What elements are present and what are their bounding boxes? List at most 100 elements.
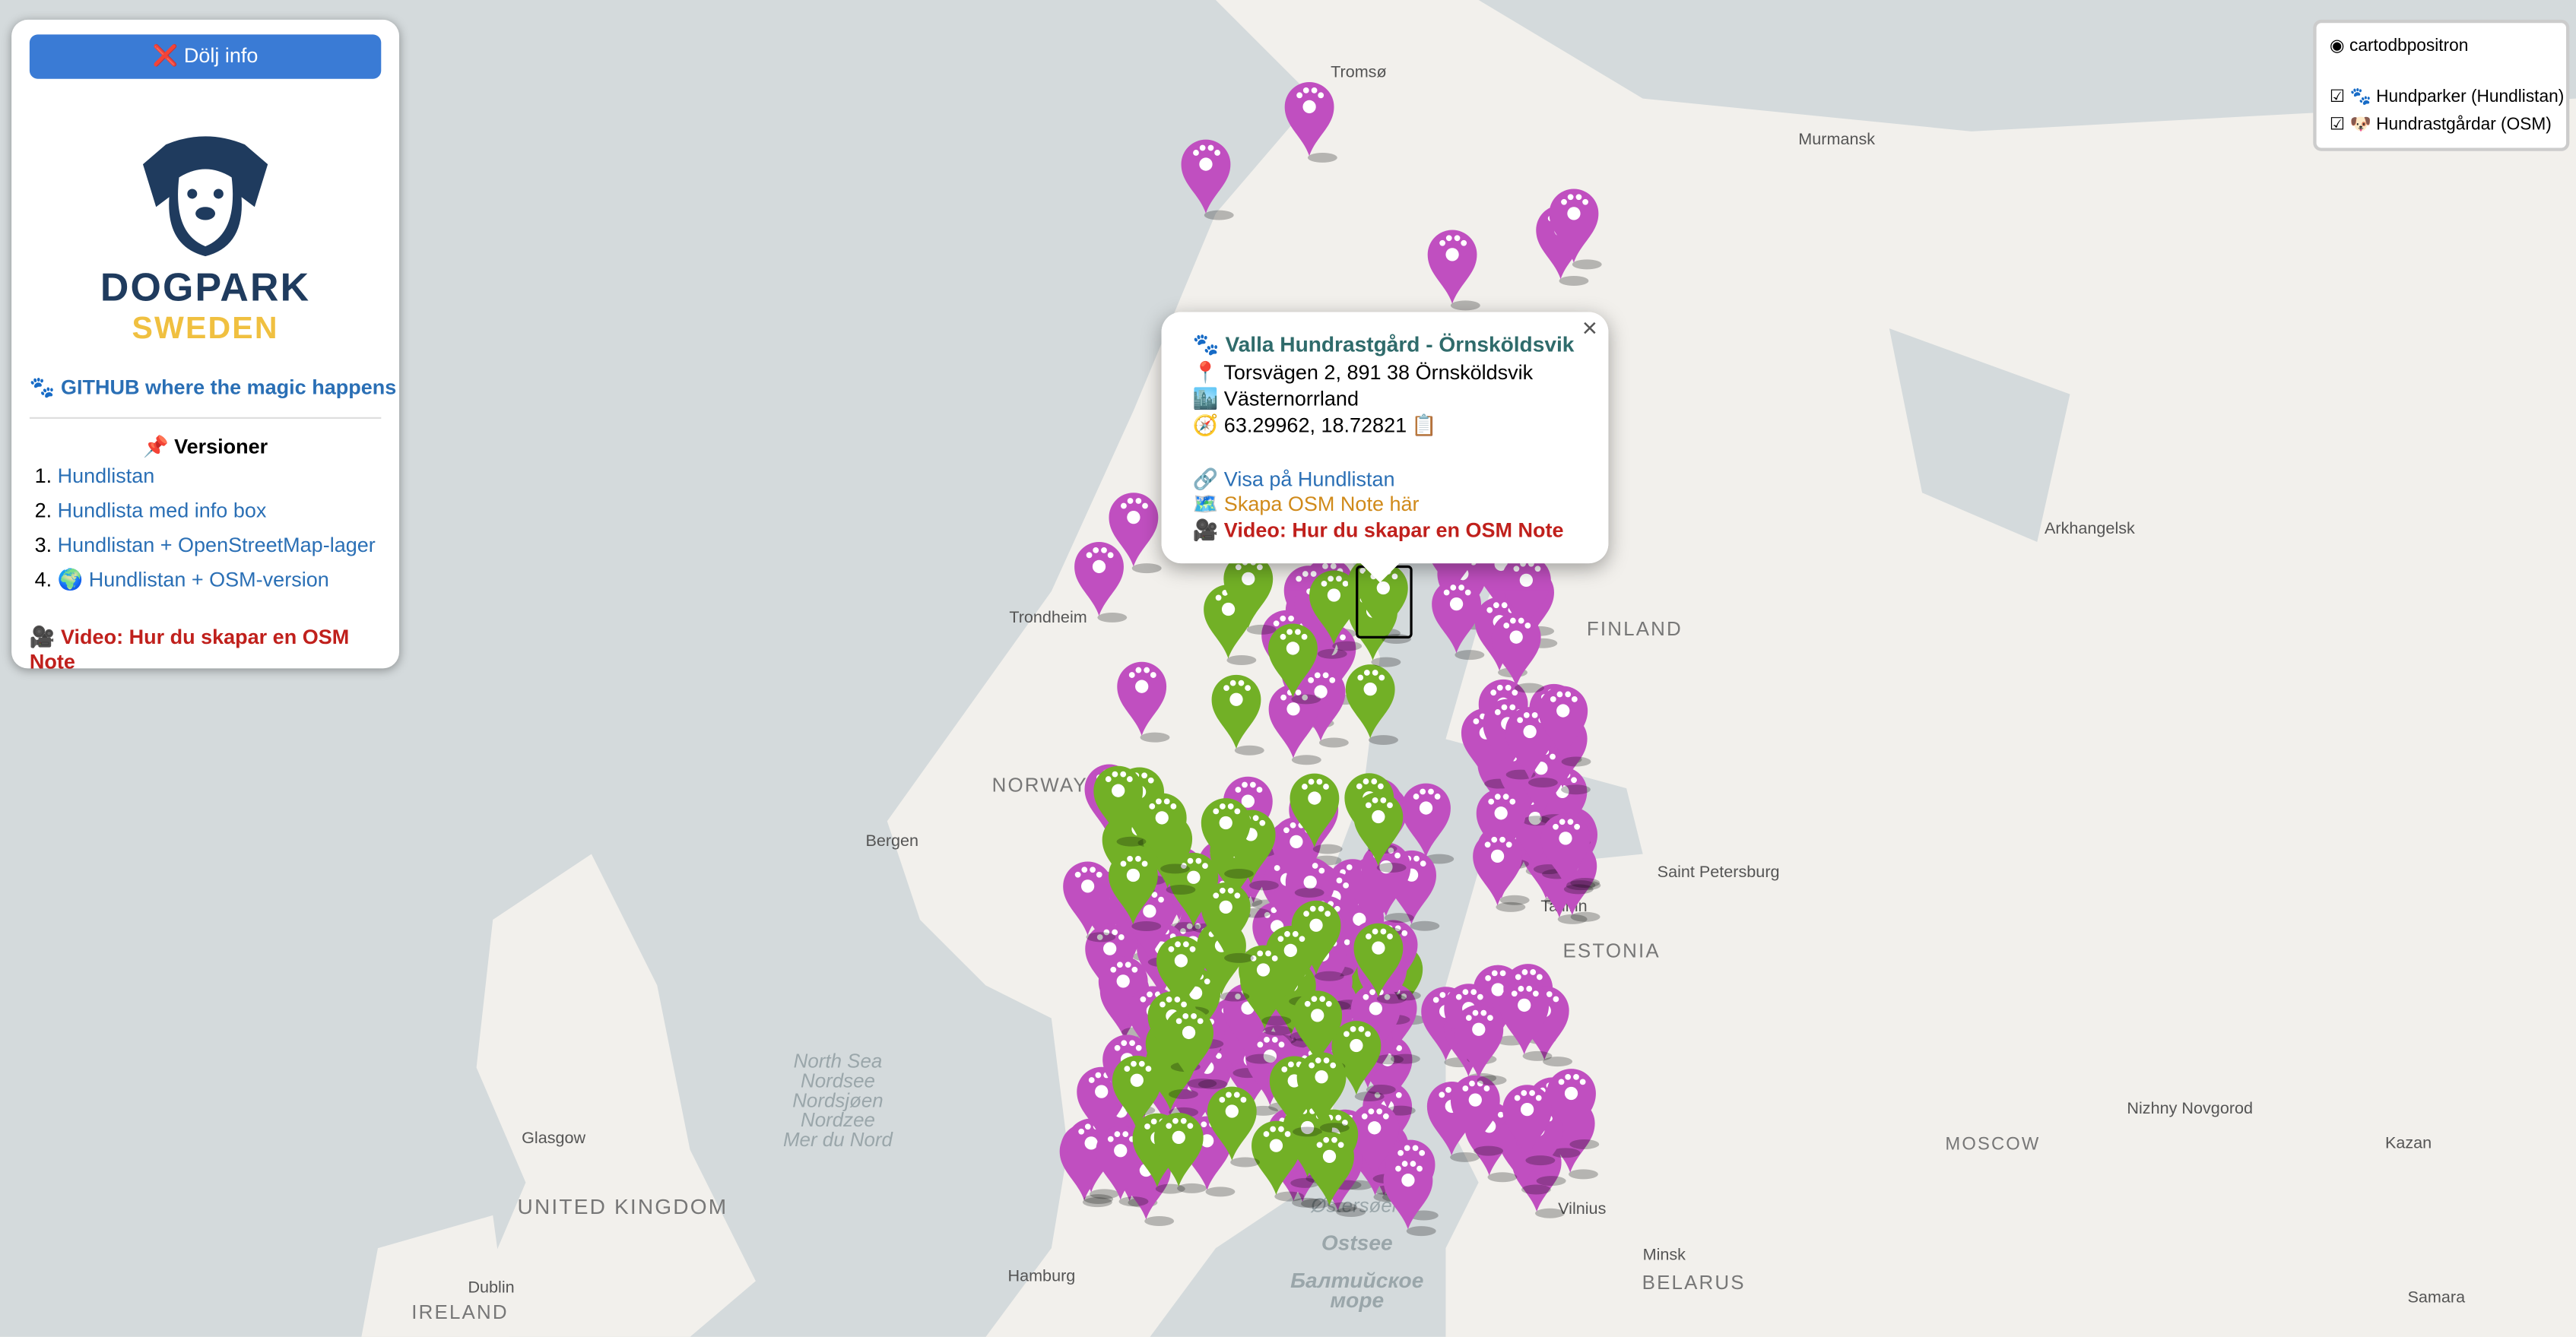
marker[interactable]	[1491, 612, 1544, 693]
popup-title: 🐾 Valla Hundrastgård - Örnsköldsvik	[1192, 331, 1575, 356]
marker[interactable]	[1252, 1120, 1305, 1202]
overlay-option[interactable]: ☑ 🐶 Hundrastgårdar (OSM)	[2329, 115, 2552, 135]
map-label: North Sea Nordsee Nordsjøen Nordzee Mer du N…	[783, 1050, 894, 1151]
version-link[interactable]: 🌍 Hundlistan + OSM-version	[57, 568, 329, 591]
version-link[interactable]: Hundlistan + OpenStreetMap-lager	[57, 534, 376, 557]
marker[interactable]	[1211, 674, 1264, 756]
logo-dog	[142, 136, 268, 257]
version-link[interactable]: Hundlistan	[57, 464, 155, 488]
marker[interactable]	[1268, 623, 1321, 705]
version-item: Hundlistan	[58, 460, 376, 494]
map-label: NORWAY	[992, 775, 1088, 796]
osm-note-link[interactable]: 🗺️ Skapa OSM Note här	[1192, 493, 1420, 516]
map-label: FINLAND	[1587, 619, 1683, 640]
version-link[interactable]: Hundlista med info box	[57, 499, 267, 523]
map-label: Kazan	[2385, 1133, 2432, 1152]
marker[interactable]	[1181, 139, 1234, 220]
marker[interactable]	[1353, 792, 1407, 873]
map-label: BELARUS	[1642, 1272, 1746, 1294]
popup-address: 📍 Torsvägen 2, 891 38 Örnsköldsvik	[1192, 361, 1534, 385]
base-layer-label: cartodbpositron	[2349, 36, 2469, 56]
popup-coordinates: 🧭 63.29962, 18.72821	[1192, 413, 1407, 437]
marker[interactable]	[1201, 798, 1254, 879]
hundlistan-link[interactable]: 🔗 Visa på Hundlistan	[1192, 467, 1395, 492]
sea	[1889, 328, 2070, 543]
map-label: Glasgow	[522, 1128, 585, 1147]
marker[interactable]	[1291, 900, 1344, 981]
marker[interactable]	[1153, 1112, 1207, 1193]
map-label: Балтийское море	[1290, 1269, 1423, 1312]
marker[interactable]	[1096, 1126, 1149, 1207]
marker[interactable]	[1109, 851, 1162, 931]
info-panel: ❌ Dölj info DOGPARK SWEDEN 🐾 GITHUB wher…	[11, 19, 400, 673]
marker[interactable]	[1305, 1131, 1358, 1212]
base-layer-option[interactable]: ◉ cartodbpositron	[2329, 36, 2469, 56]
version-item: 🌍 Hundlistan + OSM-version	[58, 563, 376, 597]
marker[interactable]	[1353, 923, 1407, 1004]
github-link[interactable]: 🐾 GITHUB where the magic happens	[29, 375, 397, 400]
copy-button[interactable]: 📋	[1411, 413, 1437, 437]
map-label: ESTONIA	[1562, 941, 1660, 962]
map-label: Dublin	[468, 1277, 514, 1296]
marker[interactable]	[1432, 579, 1485, 661]
close-button[interactable]: ×	[1581, 315, 1597, 344]
marker[interactable]	[1331, 1021, 1385, 1101]
marker[interactable]	[1473, 831, 1526, 912]
map-label: Minsk	[1643, 1244, 1686, 1263]
video-link[interactable]: 🎥 Video: Hur du skapar en OSM Note	[29, 626, 350, 673]
map-label: Saint Petersburg	[1658, 862, 1780, 881]
marker[interactable]	[1547, 1069, 1600, 1149]
marker[interactable]	[1345, 664, 1398, 746]
marker[interactable]	[1383, 1155, 1436, 1237]
logo-text: SWEDEN	[132, 312, 279, 347]
marker[interactable]	[1223, 553, 1277, 635]
marker[interactable]	[1290, 773, 1343, 854]
marker[interactable]	[1268, 684, 1321, 765]
marker[interactable]	[1454, 1004, 1507, 1085]
markers	[1059, 82, 1602, 1237]
map-label: UNITED KINGDOM	[518, 1195, 728, 1218]
toggle-button[interactable]: ❌ Dölj info	[29, 34, 382, 79]
versions-list: Hundlistan Hundlista med info box Hundli…	[0, 460, 376, 597]
overlay-label: 🐶 Hundrastgårdar (OSM)	[2349, 115, 2552, 135]
marker[interactable]	[1540, 813, 1594, 895]
marker[interactable]	[1309, 570, 1363, 651]
marker[interactable]	[1549, 189, 1602, 270]
marker[interactable]	[1296, 1052, 1350, 1133]
marker[interactable]	[1093, 765, 1147, 847]
marker[interactable]	[1074, 542, 1128, 623]
marker[interactable]	[1063, 861, 1116, 943]
marker[interactable]	[1201, 882, 1254, 963]
marker[interactable]	[1239, 945, 1292, 1026]
marker[interactable]	[1109, 493, 1162, 574]
marker[interactable]	[1296, 667, 1349, 748]
map-label: Nizhny Novgorod	[2127, 1098, 2253, 1117]
marker[interactable]	[1164, 1008, 1217, 1088]
marker[interactable]	[1137, 793, 1190, 874]
popup-region: 🏙️ Västernorrland	[1192, 387, 1359, 411]
overlay-label: 🐾 Hundparker (Hundlistan)	[2349, 87, 2565, 107]
land	[361, 1215, 509, 1337]
version-item: Hundlista med info box	[58, 494, 376, 528]
marker[interactable]	[1207, 1086, 1261, 1167]
marker[interactable]	[1284, 82, 1337, 163]
marker[interactable]	[1499, 981, 1553, 1061]
land	[459, 854, 756, 1337]
video-link[interactable]: 🎥 Video: Hur du skapar en OSM Note	[1192, 518, 1564, 543]
overlay-option[interactable]: ☑ 🐾 Hundparker (Hundlistan)	[2329, 87, 2565, 107]
logo-text: DOGPARK	[100, 266, 311, 311]
marker[interactable]	[1350, 984, 1404, 1065]
popup-body	[1161, 312, 1609, 564]
marker[interactable]	[1450, 1075, 1504, 1156]
marker[interactable]	[1502, 1085, 1556, 1166]
map-label: Arkhangelsk	[2045, 518, 2135, 537]
marker[interactable]	[1117, 661, 1170, 743]
map-label: Murmansk	[1798, 129, 1875, 148]
marker[interactable]	[1427, 230, 1480, 311]
divider	[29, 417, 382, 419]
marker[interactable]	[1538, 686, 1591, 767]
map-label: Trondheim	[1009, 607, 1087, 626]
